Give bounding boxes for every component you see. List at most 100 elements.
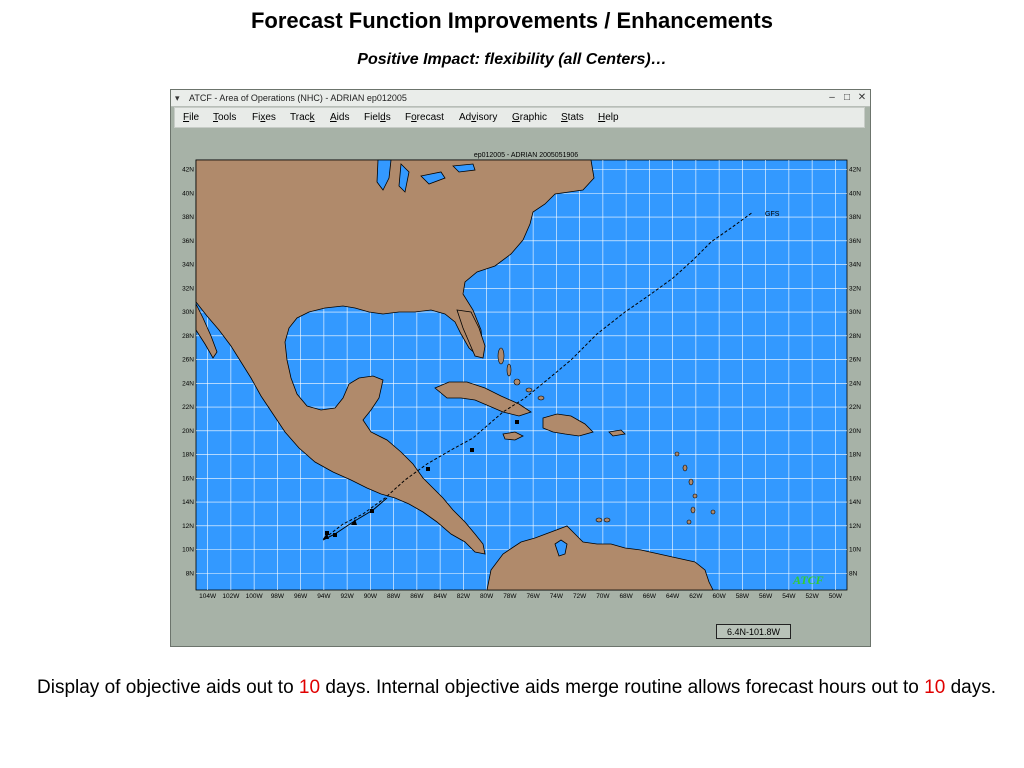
- jamaica-land: [502, 431, 524, 441]
- latitude-label: 12N: [182, 523, 194, 530]
- latitude-label: 14N: [849, 499, 861, 506]
- north-america-land: [195, 159, 595, 555]
- latitude-label: 38N: [182, 214, 194, 221]
- latitude-label: 16N: [849, 475, 861, 482]
- latitude-label: 42N: [849, 167, 861, 174]
- latitude-label: 14N: [182, 499, 194, 506]
- latitude-label: 32N: [182, 285, 194, 292]
- longitude-label: 86W: [410, 593, 424, 598]
- baja-land: [195, 303, 218, 359]
- latitude-label: 36N: [849, 238, 861, 245]
- map-area[interactable]: 42N 40N 38N 36N 34N 32N 30N 28N 26N 24N 22N 20N 18N 1…: [173, 142, 868, 603]
- longitude-label: 70W: [596, 593, 610, 598]
- longitude-label: 76W: [526, 593, 540, 598]
- latitude-label: 10N: [849, 547, 861, 554]
- longitude-label: 98W: [271, 593, 285, 598]
- lat-lon-grid: [196, 160, 847, 590]
- longitude-label: 58W: [736, 593, 750, 598]
- latitude-label: 22N: [182, 404, 194, 411]
- gfs-track-line: [324, 211, 754, 539]
- longitude-label: 82W: [457, 593, 471, 598]
- latitude-label: 34N: [182, 262, 194, 269]
- window-menu-icon[interactable]: ▾: [175, 93, 180, 103]
- puerto-rico-land: [608, 429, 626, 437]
- longitude-label: 88W: [387, 593, 401, 598]
- florida-land: [456, 309, 486, 359]
- hispaniola-land: [542, 413, 594, 437]
- latitude-label: 8N: [186, 570, 195, 577]
- longitude-label: 66W: [643, 593, 657, 598]
- window-title: ATCF - Area of Operations (NHC) - ADRIAN…: [189, 93, 407, 103]
- latitude-label: 22N: [849, 404, 861, 411]
- longitude-label: 104W: [199, 593, 217, 598]
- latitude-label: 20N: [182, 428, 194, 435]
- body-text: Display of objective aids out to 10 days…: [37, 677, 997, 698]
- maximize-icon[interactable]: □: [843, 92, 851, 103]
- longitude-label: 102W: [222, 593, 240, 598]
- longitude-label: 68W: [619, 593, 633, 598]
- latitude-labels-right: 42N 40N 38N 36N 34N 32N 30N 28N 26N 24N 22N 20N 18N 1…: [849, 167, 861, 578]
- latitude-label: 34N: [849, 262, 861, 269]
- south-america-land: [486, 525, 714, 591]
- menu-advisory[interactable]: Advisory: [459, 112, 498, 123]
- latitude-label: 40N: [849, 190, 861, 197]
- atcf-window: ▾ ATCF - Area of Operations (NHC) - ADRI…: [170, 89, 871, 647]
- close-icon[interactable]: ✕: [857, 92, 867, 103]
- longitude-labels: 104W 102W 100W 98W 96W 94W 92W 90W 88W 86W 84W 82W 8…: [199, 593, 843, 600]
- latitude-label: 18N: [849, 452, 861, 459]
- latitude-label: 36N: [182, 238, 194, 245]
- longitude-label: 72W: [573, 593, 587, 598]
- menu-file[interactable]: File: [183, 112, 200, 123]
- longitude-label: 80W: [480, 593, 494, 598]
- track-map[interactable]: 42N 40N 38N 36N 34N 32N 30N 28N 26N 24N 22N 20N 18N 1…: [173, 142, 868, 600]
- longitude-label: 60W: [712, 593, 726, 598]
- longitude-label: 92W: [340, 593, 354, 598]
- land-masses: [195, 159, 714, 591]
- menu-graphic[interactable]: Graphic: [512, 112, 548, 123]
- longitude-label: 84W: [433, 593, 447, 598]
- menu-forecast[interactable]: Forecast: [405, 112, 444, 123]
- latitude-labels-left: 42N 40N 38N 36N 34N 32N 30N 28N 26N 24N 22N 20N 18N 1…: [182, 167, 194, 578]
- latitude-label: 18N: [182, 452, 194, 459]
- longitude-label: 74W: [550, 593, 564, 598]
- longitude-label: 64W: [666, 593, 680, 598]
- longitude-label: 54W: [782, 593, 796, 598]
- longitude-label: 50W: [829, 593, 843, 598]
- slide-subtitle: Positive Impact: flexibility (all Center…: [357, 51, 667, 68]
- minimize-icon[interactable]: –: [829, 92, 835, 103]
- small-islands: [497, 347, 716, 525]
- menu-tools[interactable]: Tools: [213, 112, 237, 123]
- latitude-label: 24N: [182, 380, 194, 387]
- menu-stats[interactable]: Stats: [561, 112, 584, 123]
- longitude-label: 90W: [364, 593, 378, 598]
- longitude-label: 78W: [503, 593, 517, 598]
- latitude-label: 10N: [182, 547, 194, 554]
- track-markers: [323, 420, 519, 539]
- window-titlebar[interactable]: ▾ ATCF - Area of Operations (NHC) - ADRI…: [171, 90, 870, 107]
- latitude-label: 42N: [182, 167, 194, 174]
- longitude-label: 62W: [689, 593, 703, 598]
- cuba-land: [434, 381, 532, 417]
- menu-track[interactable]: Track: [290, 112, 315, 123]
- great-lakes: [376, 159, 476, 193]
- latitude-label: 28N: [849, 333, 861, 340]
- slide-title: Forecast Function Improvements / Enhance…: [250, 8, 773, 33]
- menu-help[interactable]: Help: [598, 112, 619, 123]
- coordinate-readout: 6.4N-101.8W: [716, 624, 791, 639]
- latitude-label: 20N: [849, 428, 861, 435]
- latitude-label: 30N: [849, 309, 861, 316]
- latitude-label: 12N: [849, 523, 861, 530]
- longitude-label: 96W: [294, 593, 308, 598]
- map-header: ep012005 - ADRIAN 2005051906: [474, 152, 578, 159]
- latitude-label: 38N: [849, 214, 861, 221]
- lake-maracaibo: [554, 539, 568, 557]
- latitude-label: 26N: [182, 357, 194, 364]
- menu-fields[interactable]: Fields: [364, 112, 391, 123]
- latitude-label: 16N: [182, 475, 194, 482]
- longitude-label: 94W: [317, 593, 331, 598]
- menu-fixes[interactable]: Fixes: [252, 112, 276, 123]
- longitude-label: 100W: [246, 593, 264, 598]
- menu-aids[interactable]: Aids: [330, 112, 350, 123]
- latitude-label: 30N: [182, 309, 194, 316]
- latitude-label: 26N: [849, 357, 861, 364]
